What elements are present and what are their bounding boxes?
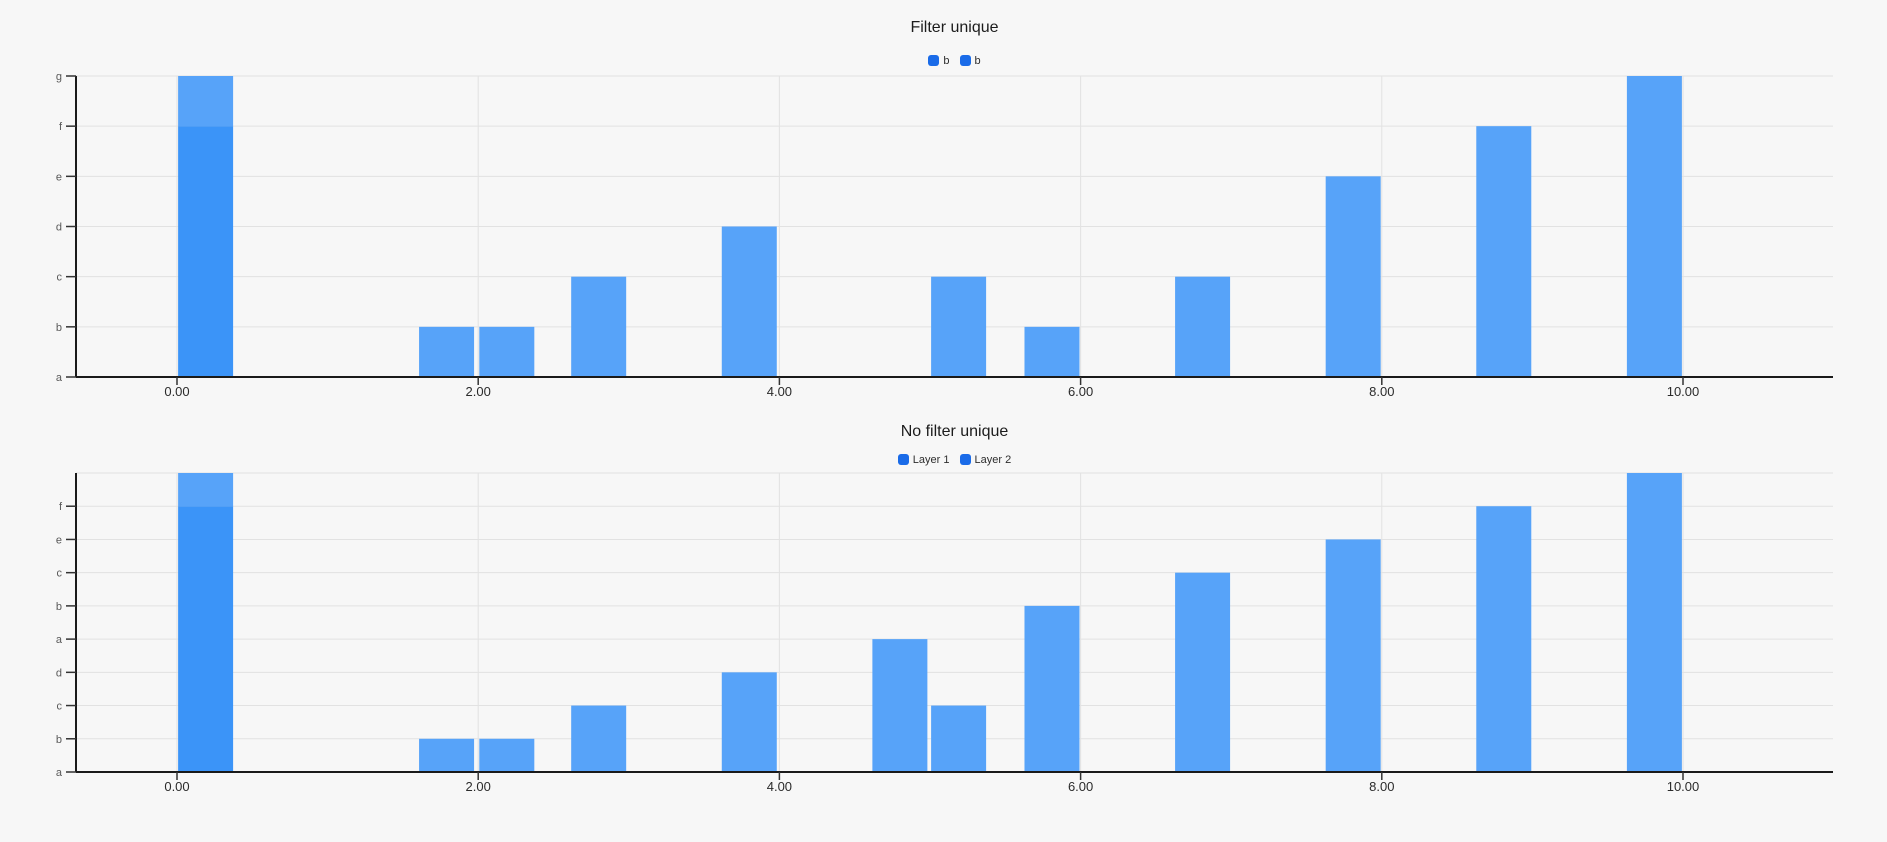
legend-swatch-icon — [897, 454, 909, 465]
x-tick-label: 6.00 — [1068, 384, 1093, 399]
bar — [721, 226, 777, 377]
bar — [1476, 506, 1532, 772]
bar — [1626, 473, 1682, 772]
x-tick-label: 6.00 — [1068, 779, 1093, 794]
chart-title-filter-unique: Filter unique — [910, 19, 999, 36]
bar — [571, 705, 627, 772]
y-tick-label: a — [56, 634, 63, 646]
legend-label: Layer 2 — [974, 453, 1012, 466]
y-tick-label: e — [56, 171, 62, 183]
y-tick-label: e — [56, 534, 62, 546]
bar — [872, 639, 928, 772]
bar — [571, 276, 627, 377]
bar — [419, 738, 475, 772]
bar — [479, 326, 535, 377]
legend-label: Layer 1 — [912, 453, 950, 466]
bar-segment-overlap — [178, 126, 234, 378]
legend-item[interactable]: b — [959, 54, 981, 67]
x-tick-label: 4.00 — [767, 779, 792, 794]
x-tick-label: 2.00 — [466, 384, 491, 399]
bar — [1476, 126, 1532, 378]
legend-swatch-icon — [959, 454, 971, 465]
y-tick-label: c — [57, 568, 63, 580]
legend-item[interactable]: Layer 1 — [897, 453, 950, 466]
y-tick-label: b — [56, 734, 62, 746]
x-tick-label: 0.00 — [164, 779, 189, 794]
y-tick-label: f — [59, 121, 63, 133]
bar — [1175, 572, 1231, 772]
y-tick-label: b — [56, 601, 62, 613]
y-tick-label: g — [56, 71, 62, 83]
bar — [419, 326, 475, 377]
y-tick-label: c — [57, 701, 63, 713]
bar — [1325, 539, 1381, 772]
y-tick-label: d — [56, 667, 62, 679]
bar-segment-top — [178, 473, 234, 507]
bar-segment-top — [178, 76, 234, 127]
bar — [1024, 326, 1080, 377]
bar — [1325, 176, 1381, 377]
bar — [721, 672, 777, 772]
y-tick-label: d — [56, 222, 62, 234]
x-tick-label: 10.00 — [1667, 384, 1700, 399]
bar — [931, 705, 987, 772]
x-tick-label: 0.00 — [164, 384, 189, 399]
legend-item[interactable]: b — [928, 54, 950, 67]
bar — [931, 276, 987, 377]
legend-no-filter-unique: Layer 1 Layer 2 — [76, 453, 1833, 466]
y-tick-label: b — [56, 322, 62, 334]
bar — [1024, 605, 1080, 772]
x-tick-label: 8.00 — [1369, 384, 1394, 399]
y-tick-label: c — [57, 272, 63, 284]
x-tick-label: 2.00 — [466, 779, 491, 794]
bar — [1175, 276, 1231, 377]
y-tick-label: f — [59, 501, 63, 513]
bar — [479, 738, 535, 772]
legend-label: b — [974, 54, 981, 67]
legend-swatch-icon — [928, 55, 940, 66]
legend-swatch-icon — [959, 55, 971, 66]
bar — [1626, 76, 1682, 377]
bar-segment-overlap — [178, 506, 234, 772]
chart-title-no-filter-unique: No filter unique — [900, 423, 1009, 440]
y-tick-label: a — [56, 767, 63, 779]
legend-item[interactable]: Layer 2 — [959, 453, 1012, 466]
x-tick-label: 8.00 — [1369, 779, 1394, 794]
legend-label: b — [943, 54, 950, 67]
y-tick-label: a — [56, 372, 63, 384]
x-tick-label: 10.00 — [1667, 779, 1700, 794]
x-tick-label: 4.00 — [767, 384, 792, 399]
